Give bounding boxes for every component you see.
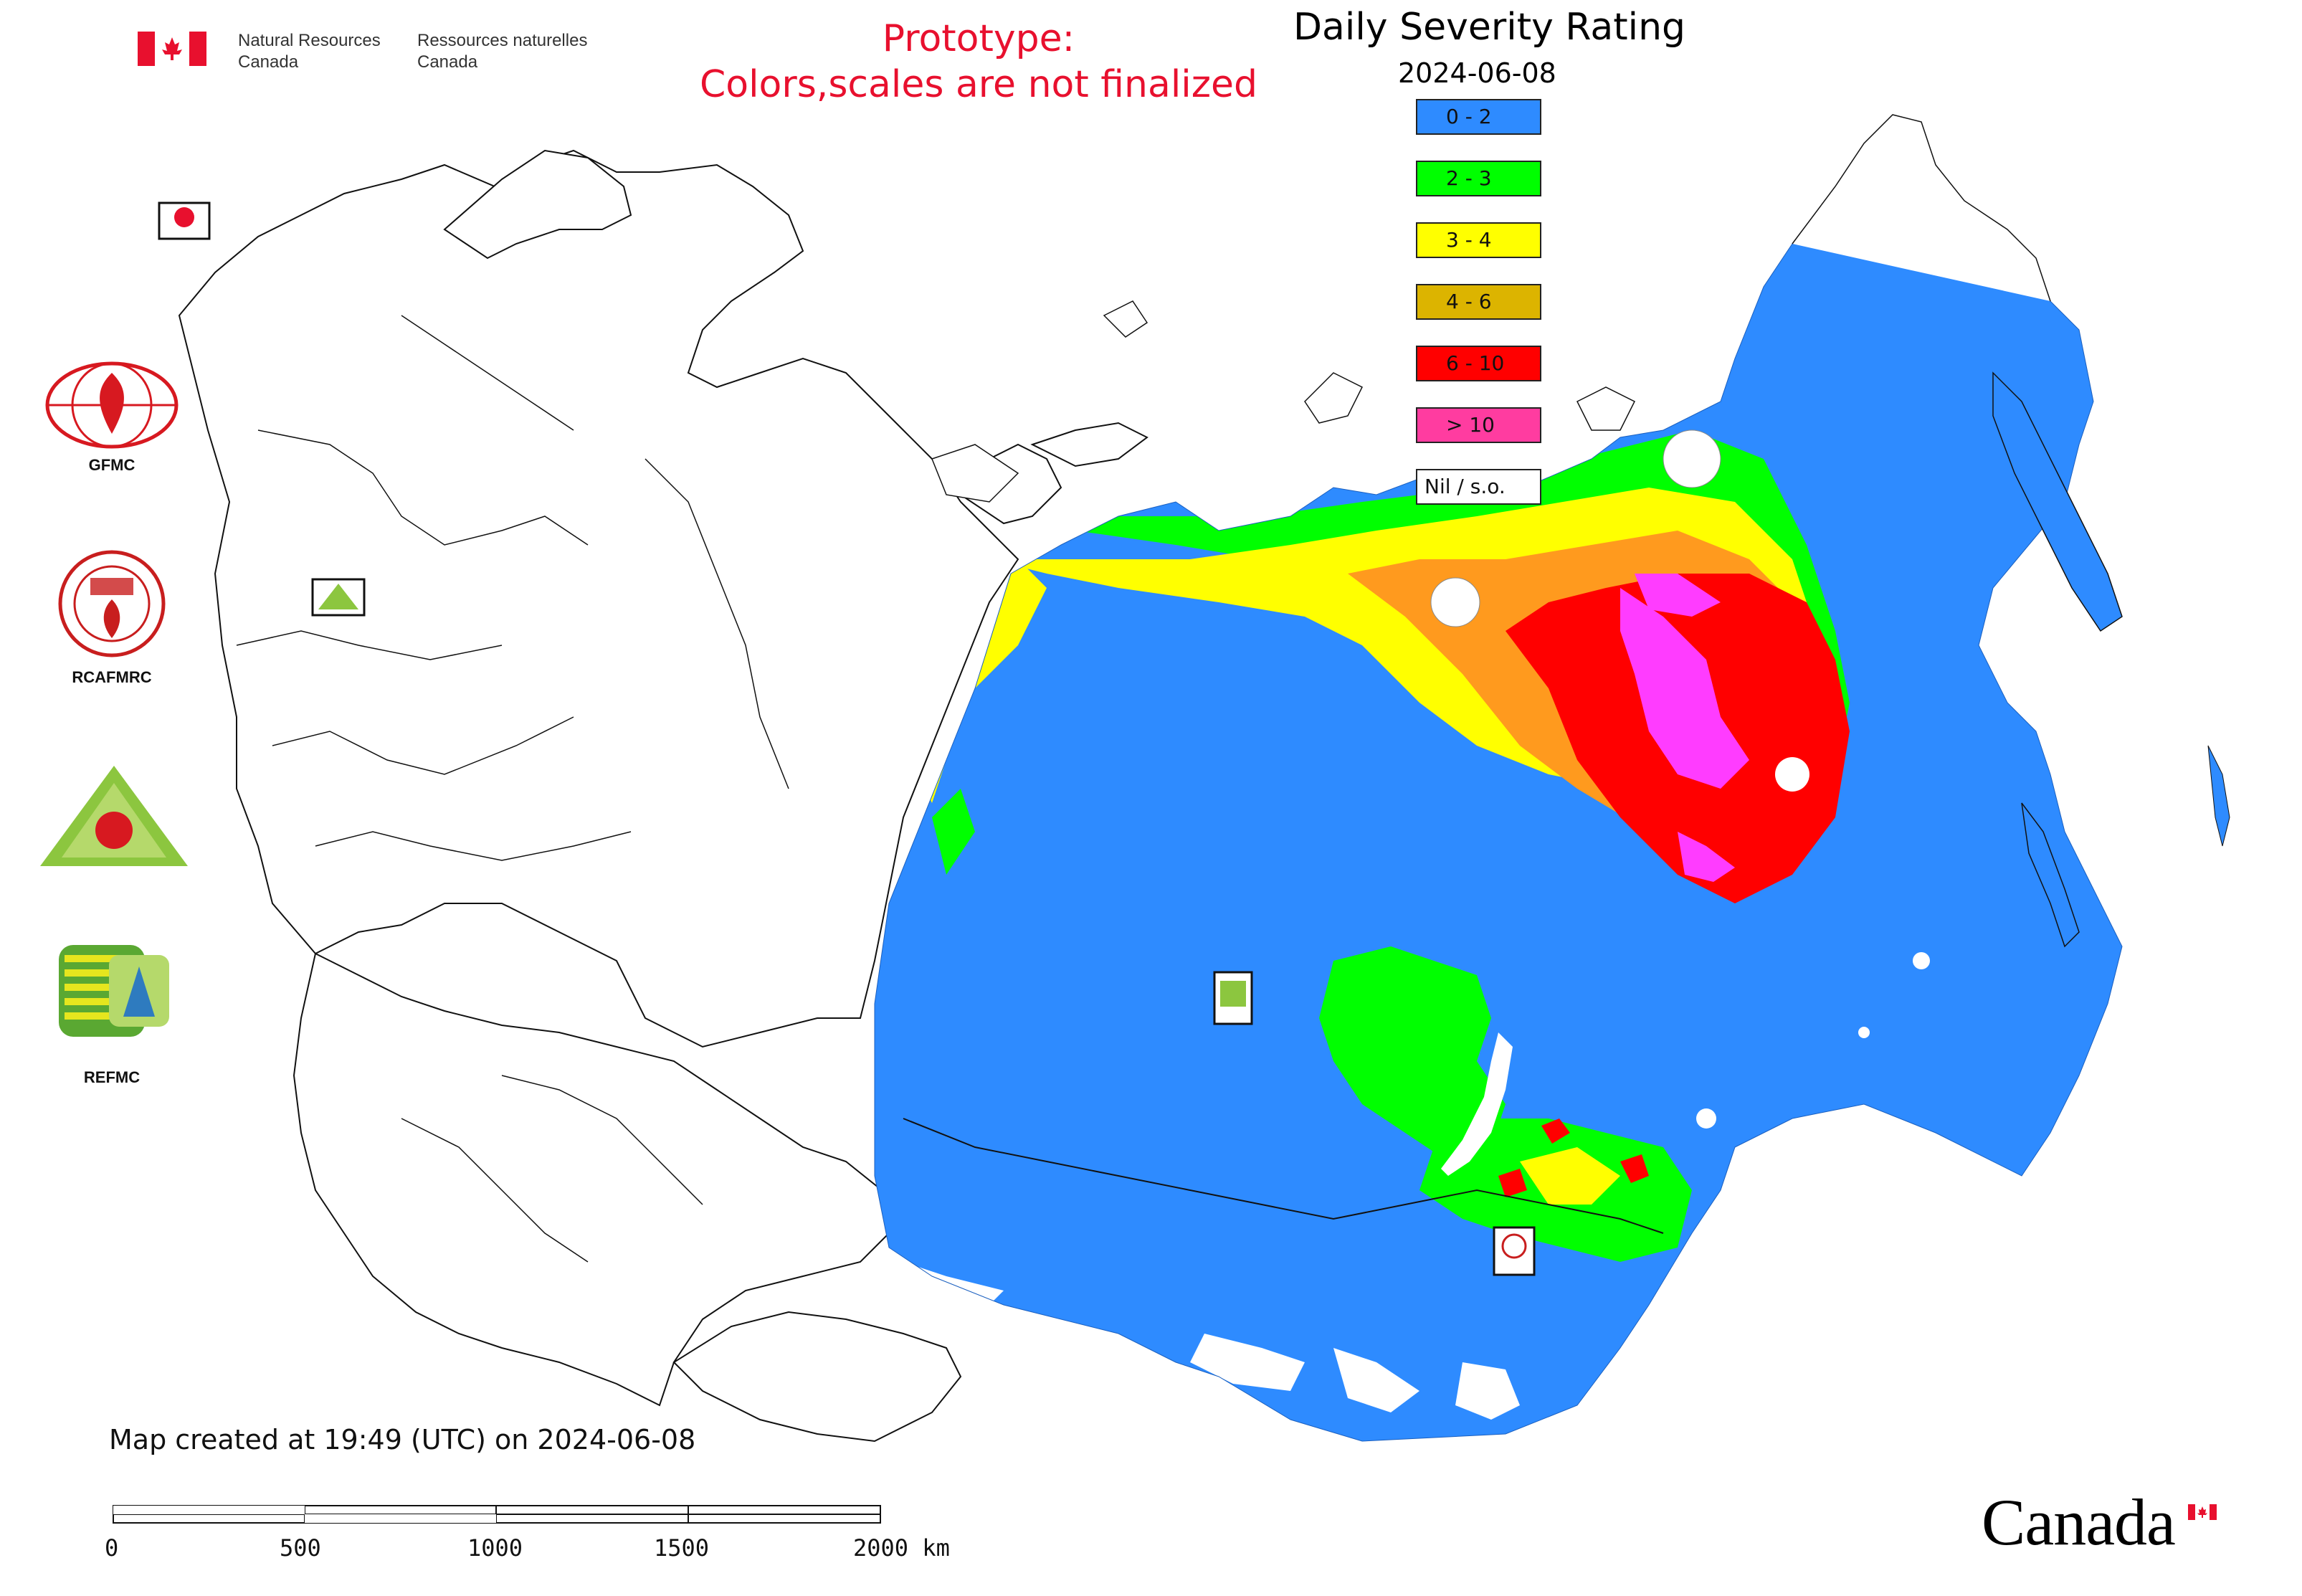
canada-wordmark: Canada xyxy=(1982,1486,2176,1559)
refmc-label: REFMC xyxy=(83,1068,141,1086)
prototype-line2: Colors,scales are not finalized xyxy=(699,63,1258,106)
kamchatka xyxy=(1992,371,2123,632)
reefmc-logo xyxy=(37,766,191,873)
internal-boundaries xyxy=(236,315,789,1263)
chukotka-outline xyxy=(1792,114,2051,302)
dept-fr-line1: Ressources naturelles xyxy=(417,31,588,50)
legend-label: 3 - 4 xyxy=(1446,228,1492,252)
scale-tick-1500: 1500 xyxy=(654,1534,710,1562)
marker-refmc xyxy=(1213,971,1253,1025)
legend-item: 4 - 6 xyxy=(1416,284,1541,320)
legend-label: 4 - 6 xyxy=(1446,290,1492,313)
legend-item: 3 - 4 xyxy=(1416,222,1541,258)
legend-item: 0 - 2 xyxy=(1416,99,1541,135)
legend-item: > 10 xyxy=(1416,407,1541,443)
nrcan-name-fr: Ressources naturelles Canada xyxy=(417,30,587,73)
sakhalin xyxy=(2021,802,2080,948)
dept-en-line1: Natural Resources xyxy=(238,31,381,50)
legend-label: Nil / s.o. xyxy=(1425,475,1506,498)
nil-circle-north xyxy=(1663,429,1721,488)
marker-reefmc xyxy=(311,578,366,617)
legend-item: 6 - 10 xyxy=(1416,346,1541,381)
map-date: 2024-06-08 xyxy=(1398,57,1556,89)
arctic-islands xyxy=(931,300,1636,503)
prototype-notice: Prototype: Colors,scales are not finaliz… xyxy=(674,16,1283,108)
scale-tick-2000: 2000 km xyxy=(853,1534,950,1562)
nil-circle-taymyr xyxy=(1430,577,1480,627)
legend-item: 2 - 3 xyxy=(1416,161,1541,196)
map-title: Daily Severity Rating xyxy=(1293,6,1686,49)
legend-label: 0 - 2 xyxy=(1446,105,1492,128)
dept-fr-line2: Canada xyxy=(417,52,478,72)
domain-outline xyxy=(874,243,2123,1442)
scale-tick-500: 500 xyxy=(280,1534,321,1562)
rcafmrc-logo xyxy=(57,549,166,658)
legend-label: 6 - 10 xyxy=(1446,351,1505,375)
gfmc-label: GFMC xyxy=(88,456,135,474)
dept-en-line2: Canada xyxy=(238,52,299,72)
scale-tick-0: 0 xyxy=(105,1534,119,1562)
country-outlines xyxy=(178,149,1148,1443)
kurils xyxy=(2207,745,2230,847)
marker-gfmc xyxy=(158,201,211,240)
map-created-text: Map created at 19:49 (UTC) on 2024-06-08 xyxy=(109,1424,696,1455)
south-border xyxy=(903,1118,1664,1234)
legend-item: Nil / s.o. xyxy=(1416,469,1541,505)
canada-wordmark-flag-icon xyxy=(2188,1504,2217,1520)
nrcan-name-en: Natural Resources Canada xyxy=(238,30,381,73)
legend-label: 2 - 3 xyxy=(1446,166,1492,190)
severity-domain xyxy=(875,244,2122,1441)
scale-tick-1000: 1000 xyxy=(467,1534,523,1562)
marker-rcafmrc xyxy=(1493,1226,1536,1276)
rcafmrc-label: RCAFMRC xyxy=(72,668,152,686)
canada-flag-logo xyxy=(138,32,206,66)
refmc-logo xyxy=(59,945,171,1037)
prototype-line1: Prototype: xyxy=(882,17,1075,60)
scale-bar xyxy=(113,1505,881,1524)
legend-label: > 10 xyxy=(1446,413,1495,437)
gfmc-logo xyxy=(40,358,184,452)
